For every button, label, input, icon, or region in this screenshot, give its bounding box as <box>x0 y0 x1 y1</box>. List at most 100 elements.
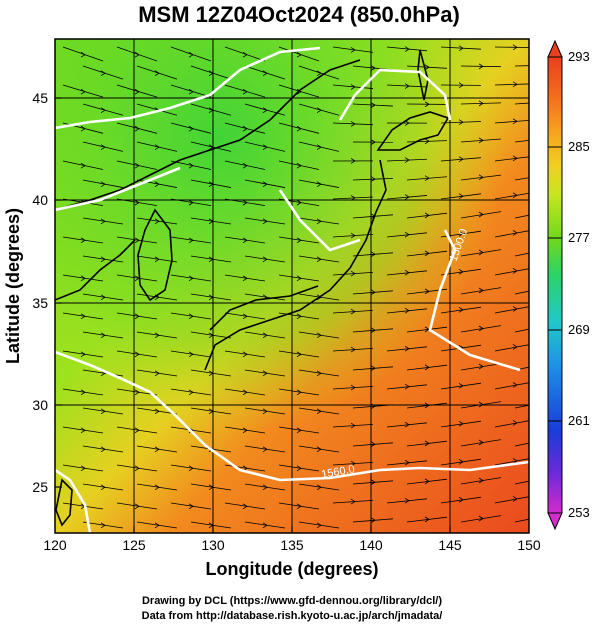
streamline <box>386 422 428 428</box>
streamline <box>62 160 104 170</box>
korea-coastline <box>137 208 173 302</box>
streamline-arrow <box>316 522 322 529</box>
streamline <box>514 480 529 485</box>
streamline-arrow <box>296 465 302 472</box>
streamline <box>332 309 374 314</box>
wind-streamlines <box>62 44 537 529</box>
axis-ticks <box>55 97 451 533</box>
streamline-arrow <box>262 294 268 301</box>
streamline <box>136 103 178 116</box>
streamline <box>514 290 529 295</box>
colorbar-tick-label: 293 <box>568 49 590 64</box>
streamline-arrow <box>533 137 537 142</box>
streamline <box>494 458 529 466</box>
streamline-arrow <box>208 408 214 415</box>
streamline-arrow <box>188 125 194 132</box>
streamline-arrow <box>350 460 356 467</box>
streamline <box>514 102 529 105</box>
streamline <box>352 328 394 333</box>
streamline-arrow <box>134 351 140 358</box>
streamline <box>116 426 158 434</box>
streamline-arrow <box>262 70 268 77</box>
streamline-arrow <box>370 289 376 296</box>
streamline <box>406 364 448 371</box>
streamline-arrow <box>208 484 214 491</box>
streamline-arrow <box>424 212 430 219</box>
streamline <box>332 499 374 504</box>
streamline <box>136 217 178 225</box>
streamline-arrow <box>100 294 106 301</box>
streamline-arrow <box>316 446 322 453</box>
streamline <box>298 521 340 529</box>
x-tick-label: 140 <box>359 537 383 553</box>
streamline-arrow <box>296 313 302 320</box>
streamline-arrow <box>404 120 410 126</box>
streamline-arrow <box>296 88 302 95</box>
streamline-arrow <box>100 332 106 339</box>
streamline <box>170 122 212 134</box>
streamline <box>244 103 286 116</box>
streamline <box>190 521 232 529</box>
streamline <box>224 388 266 396</box>
x-tick-label: 120 <box>43 537 67 553</box>
coastlines <box>55 49 450 527</box>
streamline <box>440 268 482 276</box>
streamline-arrow <box>262 218 268 225</box>
streamline <box>62 502 104 510</box>
streamline <box>244 521 286 529</box>
streamline-arrow <box>350 47 356 53</box>
streamline-arrow <box>350 346 356 353</box>
streamline-arrow <box>154 484 160 491</box>
streamline-arrow <box>296 389 302 396</box>
streamline-arrow <box>188 199 194 206</box>
streamline-arrow <box>512 382 518 388</box>
streamline-arrow <box>478 249 484 256</box>
streamline <box>62 274 104 282</box>
streamline-arrow <box>458 268 464 275</box>
streamline-arrow <box>404 345 410 352</box>
streamline-arrow <box>404 383 410 390</box>
streamline-arrow <box>188 51 194 58</box>
streamline-arrow <box>154 144 160 151</box>
streamline-arrow <box>242 162 248 169</box>
streamline-arrow <box>424 288 430 295</box>
streamline-arrow <box>478 287 484 294</box>
streamline <box>62 236 104 244</box>
streamline-arrow <box>262 107 268 114</box>
streamline <box>386 460 428 466</box>
streamline <box>460 65 502 68</box>
streamline <box>514 214 529 219</box>
streamline <box>224 122 266 134</box>
streamline <box>298 369 340 377</box>
streamline <box>136 445 178 453</box>
streamline <box>352 290 394 295</box>
streamline <box>224 274 266 282</box>
streamline-arrow <box>208 70 214 77</box>
streamline <box>352 252 394 257</box>
streamline-arrow <box>350 195 356 201</box>
streamline-arrow <box>512 458 518 464</box>
streamline-arrow <box>424 101 430 108</box>
streamline <box>224 502 266 510</box>
streamline-arrow <box>350 308 356 315</box>
taiwan-coastline <box>55 478 73 527</box>
streamline-arrow <box>154 408 160 415</box>
y-tick-label: 25 <box>32 479 48 495</box>
streamline <box>136 179 178 188</box>
streamline-arrow <box>512 155 518 162</box>
streamline <box>406 478 448 485</box>
streamline-arrow <box>316 107 322 114</box>
streamline <box>298 483 340 491</box>
streamline <box>278 84 320 98</box>
streamline <box>352 366 394 371</box>
streamline-arrow <box>370 102 376 108</box>
streamline <box>82 255 124 263</box>
streamline <box>82 141 124 152</box>
streamline-arrow <box>370 403 376 410</box>
streamline-arrow <box>134 51 140 58</box>
streamline <box>278 388 320 396</box>
streamline <box>406 440 448 447</box>
streamline <box>406 65 448 69</box>
streamline-arrow <box>296 427 302 434</box>
streamline-arrow <box>296 237 302 244</box>
